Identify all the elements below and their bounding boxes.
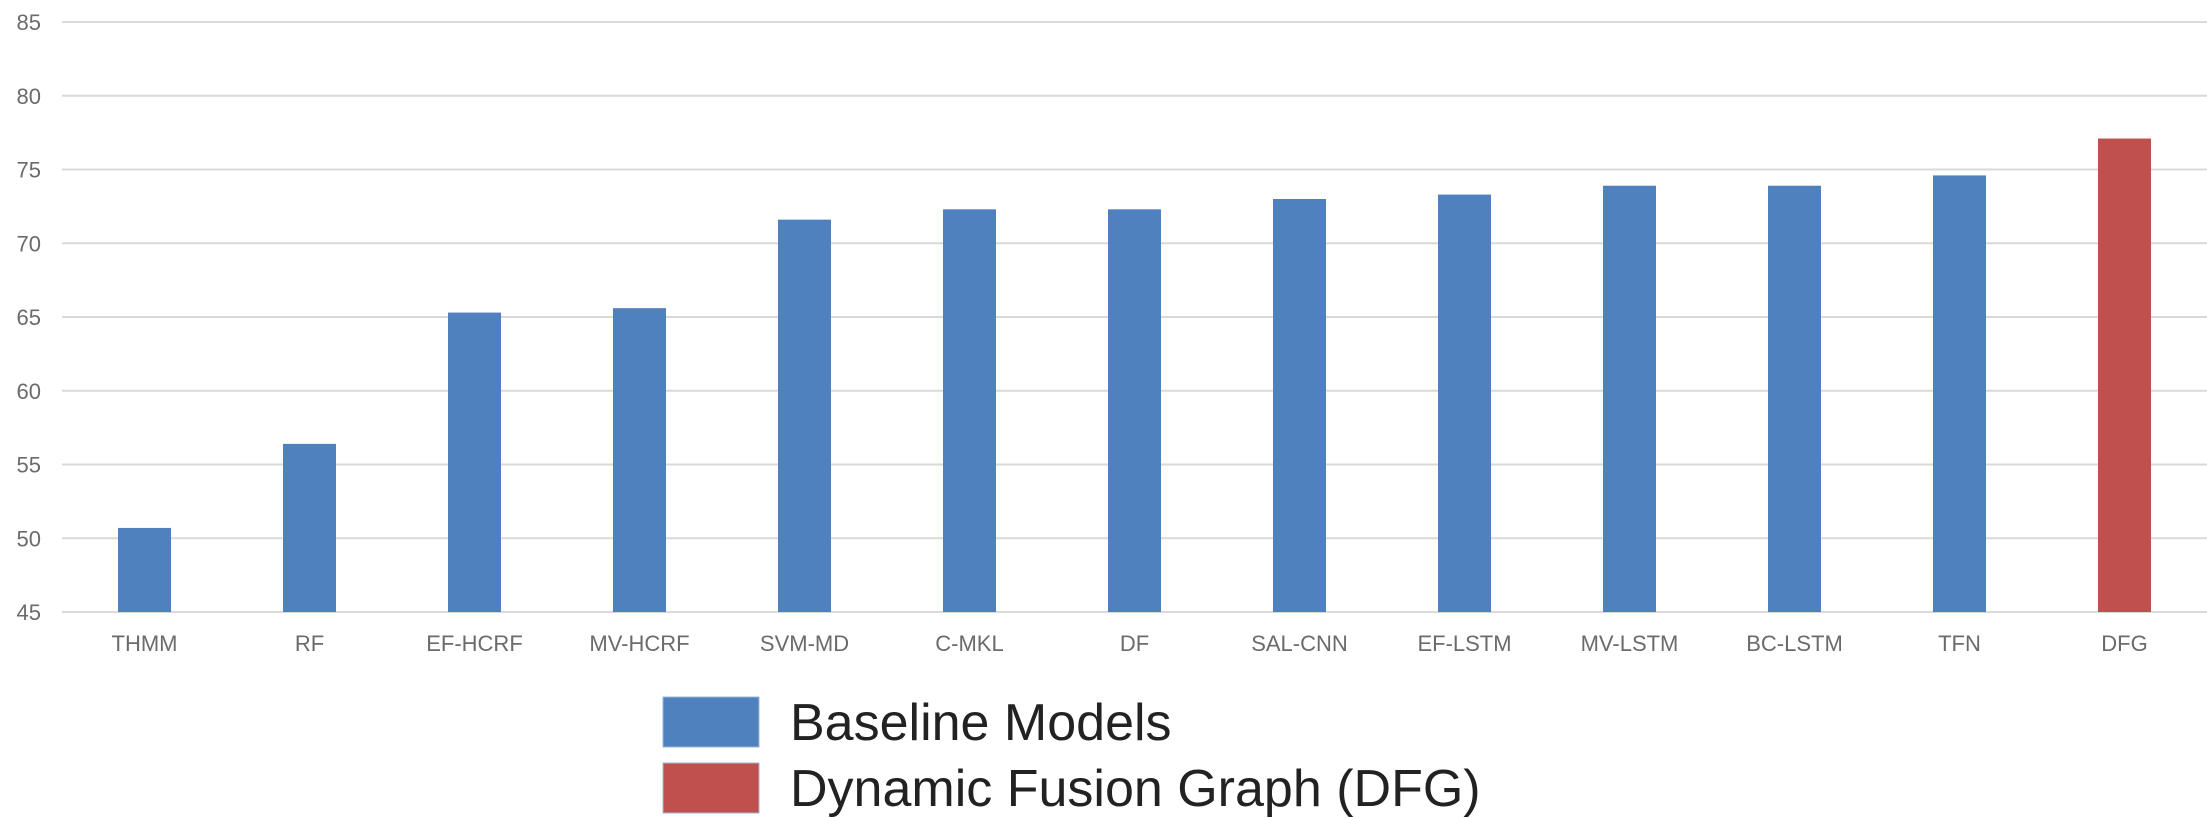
bar-dfg [2098, 138, 2151, 612]
y-tick-label: 85 [17, 10, 41, 35]
y-tick-label: 55 [17, 453, 41, 478]
bar-sal-cnn [1273, 199, 1326, 612]
x-axis-tick-labels: THMM RF EF-HCRF MV-HCRF SVM-MD C-MKL DF SAL-CNN… [112, 631, 2148, 656]
y-tick-label: 65 [17, 305, 41, 330]
legend: Baseline Models Dynamic Fusion Graph (DFG… [662, 694, 1481, 818]
x-tick-label: DFG [2101, 631, 2147, 656]
x-tick-label: MV-HCRF [589, 631, 689, 656]
y-tick-label: 60 [17, 379, 41, 404]
legend-label-dfg: Dynamic Fusion Graph (DFG) [790, 760, 1481, 818]
x-tick-label: BC-LSTM [1746, 631, 1843, 656]
bar-svm-md [778, 219, 831, 612]
legend-swatch-baseline [662, 696, 760, 748]
bars [118, 138, 2151, 612]
bar-thmm [118, 527, 171, 612]
y-tick-label: 80 [17, 84, 41, 109]
y-tick-label: 75 [17, 158, 41, 183]
bar-mv-hcrf [613, 308, 666, 612]
bar-df [1108, 209, 1161, 612]
y-tick-label: 50 [17, 526, 41, 551]
x-tick-label: C-MKL [935, 631, 1003, 656]
x-tick-label: MV-LSTM [1581, 631, 1679, 656]
x-tick-label: RF [295, 631, 324, 656]
y-axis-tick-labels: 45 50 55 60 65 70 75 80 85 [17, 10, 41, 625]
bar-c-mkl [943, 209, 996, 612]
x-tick-label: TFN [1938, 631, 1981, 656]
bar-ef-lstm [1438, 194, 1491, 612]
legend-swatch-dfg [662, 762, 760, 814]
x-tick-label: EF-LSTM [1417, 631, 1511, 656]
x-tick-label: EF-HCRF [426, 631, 523, 656]
x-tick-label: THMM [112, 631, 178, 656]
bar-tfn [1933, 175, 1986, 612]
x-tick-label: SAL-CNN [1251, 631, 1348, 656]
bar-ef-hcrf [448, 312, 501, 612]
bar-bc-lstm [1768, 185, 1821, 612]
bar-mv-lstm [1603, 185, 1656, 612]
y-tick-label: 70 [17, 231, 41, 256]
x-tick-label: SVM-MD [760, 631, 849, 656]
x-tick-label: DF [1120, 631, 1149, 656]
bar-rf [283, 443, 336, 612]
y-tick-label: 45 [17, 600, 41, 625]
legend-label-baseline: Baseline Models [790, 694, 1172, 752]
